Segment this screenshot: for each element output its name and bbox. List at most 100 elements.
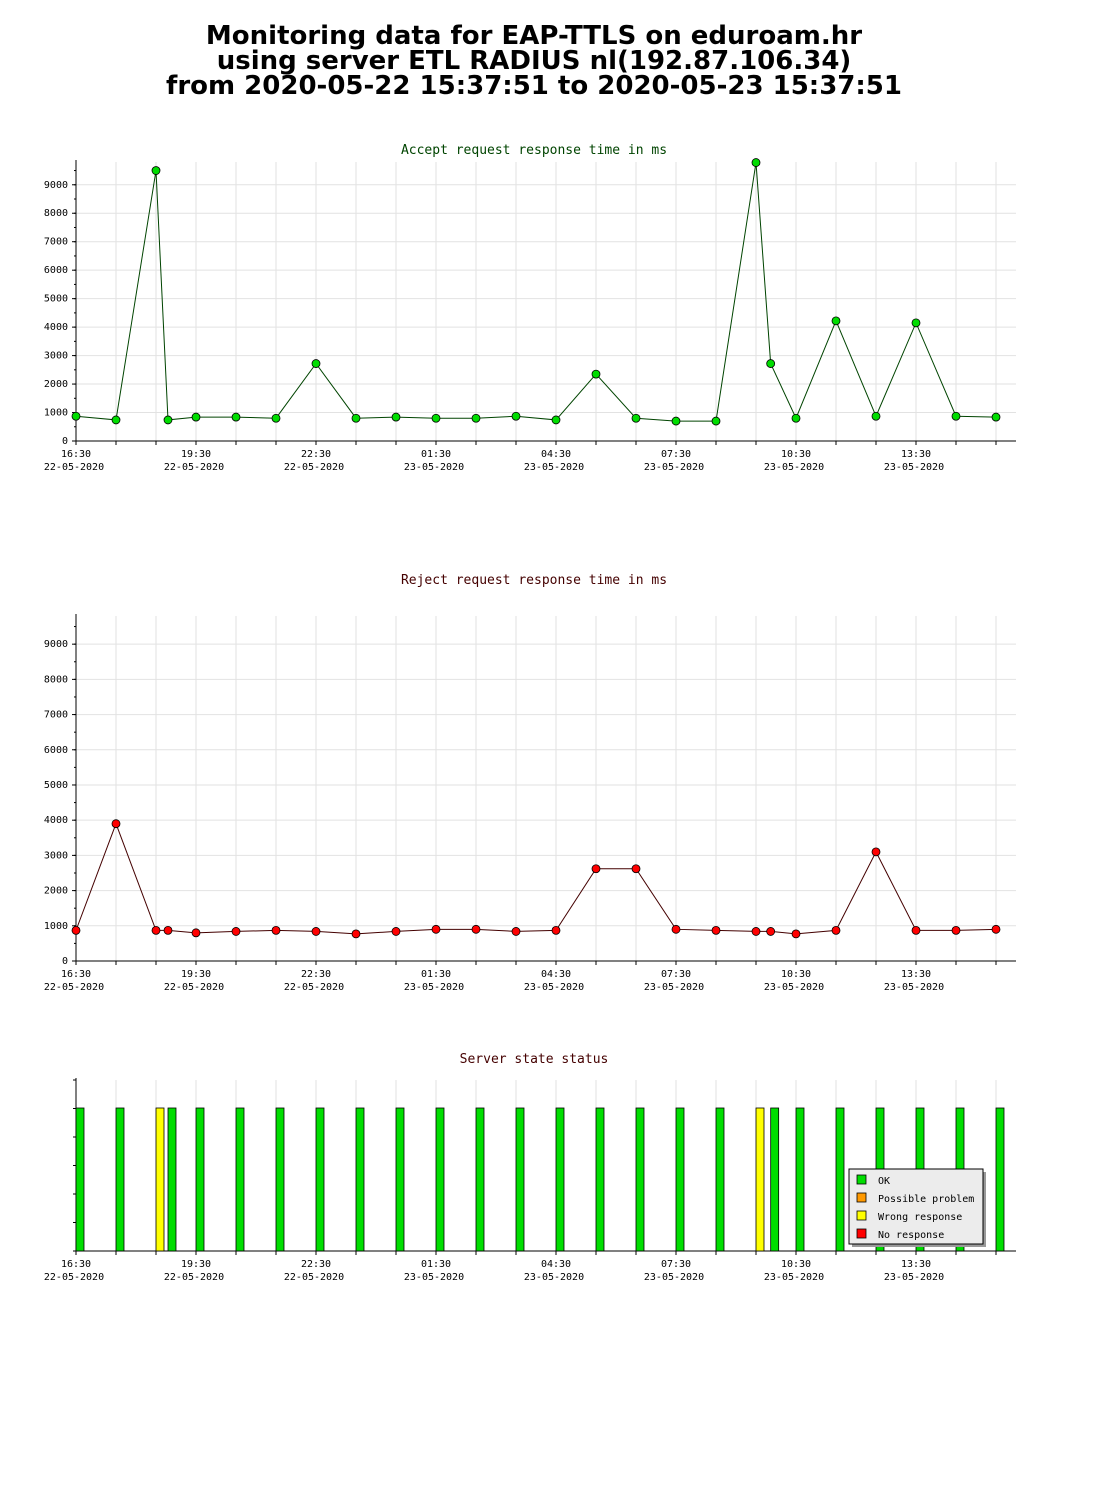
- x-tick-label-time: 01:30: [421, 1259, 451, 1270]
- series-line: [75, 162, 997, 422]
- data-point: [471, 924, 481, 934]
- status-bar: [395, 1107, 405, 1252]
- data-point: [551, 415, 561, 425]
- data-point: [111, 415, 121, 425]
- x-tick-label-time: 07:30: [661, 969, 691, 980]
- y-tick-label: 8000: [44, 208, 68, 219]
- x-tick-label-date: 23-05-2020: [404, 1272, 464, 1283]
- x-tick-label-time: 22:30: [301, 449, 331, 460]
- status-bar: [235, 1107, 245, 1252]
- data-point: [71, 411, 81, 421]
- data-point: [591, 369, 601, 379]
- y-tick-label: 3000: [44, 351, 68, 362]
- legend-swatch: [856, 1228, 867, 1239]
- data-point: [311, 927, 321, 936]
- status-bar: [555, 1107, 565, 1252]
- y-tick-label: 0: [62, 956, 68, 967]
- x-tick-label-date: 23-05-2020: [644, 982, 704, 993]
- data-point: [711, 925, 721, 935]
- x-tick-label-date: 22-05-2020: [284, 1272, 344, 1283]
- x-tick-label-date: 23-05-2020: [524, 982, 584, 993]
- x-tick-label-time: 07:30: [661, 449, 691, 460]
- status-bar: [770, 1107, 780, 1252]
- x-tick-label-time: 22:30: [301, 969, 331, 980]
- data-point: [991, 924, 1001, 934]
- legend-label: Wrong response: [878, 1212, 962, 1223]
- x-tick-label-date: 23-05-2020: [764, 1272, 824, 1283]
- data-point: [911, 318, 921, 328]
- data-point: [551, 925, 561, 935]
- data-point: [766, 359, 776, 368]
- y-tick-label: 3000: [44, 850, 68, 861]
- y-tick-label: 1000: [44, 408, 68, 419]
- data-point: [911, 925, 921, 935]
- data-point: [191, 412, 201, 422]
- y-tick-label: 2000: [44, 379, 68, 390]
- server-status-chart: Server state status 16:30 22-05-2020 19:30 2…: [44, 1052, 1016, 1283]
- data-point: [751, 158, 761, 167]
- x-tick-label-time: 04:30: [541, 969, 571, 980]
- y-tick-label: 7000: [44, 237, 68, 248]
- data-point: [791, 413, 801, 423]
- page-title-line-3: from 2020-05-22 15:37:51 to 2020-05-23 1…: [166, 71, 902, 101]
- data-point: [871, 411, 881, 421]
- data-point: [751, 927, 761, 936]
- x-tick-label-date: 23-05-2020: [884, 982, 944, 993]
- x-tick-label-date: 23-05-2020: [764, 982, 824, 993]
- data-point: [431, 924, 441, 934]
- data-point: [231, 412, 241, 422]
- x-tick-label-date: 23-05-2020: [524, 462, 584, 473]
- status-bar: [167, 1107, 177, 1252]
- data-point: [671, 416, 681, 426]
- data-point: [871, 847, 881, 857]
- status-bar: [155, 1107, 165, 1252]
- y-tick-label: 4000: [44, 815, 68, 826]
- data-point: [671, 924, 681, 934]
- data-point: [111, 819, 121, 829]
- status-bar: [515, 1107, 525, 1252]
- status-bar: [995, 1107, 1005, 1252]
- x-tick-label-time: 16:30: [61, 1259, 91, 1270]
- page-title-line-2: using server ETL RADIUS nl(192.87.106.34…: [216, 46, 852, 76]
- status-bar: [355, 1107, 365, 1252]
- y-tick-label: 8000: [44, 674, 68, 685]
- x-tick-label-date: 22-05-2020: [44, 982, 104, 993]
- x-tick-label-time: 16:30: [61, 449, 91, 460]
- status-bar: [195, 1107, 205, 1252]
- data-point: [271, 413, 281, 423]
- y-tick-label: 5000: [44, 294, 68, 305]
- status-bar: [715, 1107, 725, 1252]
- y-tick-label: 4000: [44, 322, 68, 333]
- status-bar: [435, 1107, 445, 1252]
- page-title-line-1: Monitoring data for EAP-TTLS on eduroam.…: [205, 21, 863, 51]
- data-point: [163, 925, 173, 935]
- status-bar: [315, 1107, 325, 1252]
- x-tick-label-time: 19:30: [181, 969, 211, 980]
- x-tick-label-date: 23-05-2020: [884, 462, 944, 473]
- data-point: [766, 927, 776, 936]
- x-tick-label-date: 22-05-2020: [284, 462, 344, 473]
- legend: [848, 1168, 984, 1245]
- data-point: [391, 927, 401, 936]
- x-tick-label-time: 07:30: [661, 1259, 691, 1270]
- page-title: Monitoring data for EAP-TTLS on eduroam.…: [0, 21, 1068, 101]
- x-tick-label-date: 22-05-2020: [44, 1272, 104, 1283]
- data-point: [431, 413, 441, 423]
- data-point: [631, 864, 641, 874]
- x-tick-label-time: 19:30: [181, 1259, 211, 1270]
- x-tick-label-time: 13:30: [901, 969, 931, 980]
- chart-title: Reject request response time in ms: [401, 573, 667, 588]
- data-point: [511, 411, 521, 421]
- y-tick-label: 0: [62, 436, 68, 447]
- status-bar: [475, 1107, 485, 1252]
- x-tick-label-date: 23-05-2020: [404, 982, 464, 993]
- x-tick-label-time: 01:30: [421, 969, 451, 980]
- status-bar: [595, 1107, 605, 1252]
- x-tick-label-time: 10:30: [781, 1259, 811, 1270]
- legend-label: Possible problem: [878, 1194, 974, 1205]
- status-bar: [115, 1107, 125, 1252]
- x-tick-label-date: 23-05-2020: [644, 462, 704, 473]
- data-point: [831, 925, 841, 935]
- data-point: [511, 927, 521, 936]
